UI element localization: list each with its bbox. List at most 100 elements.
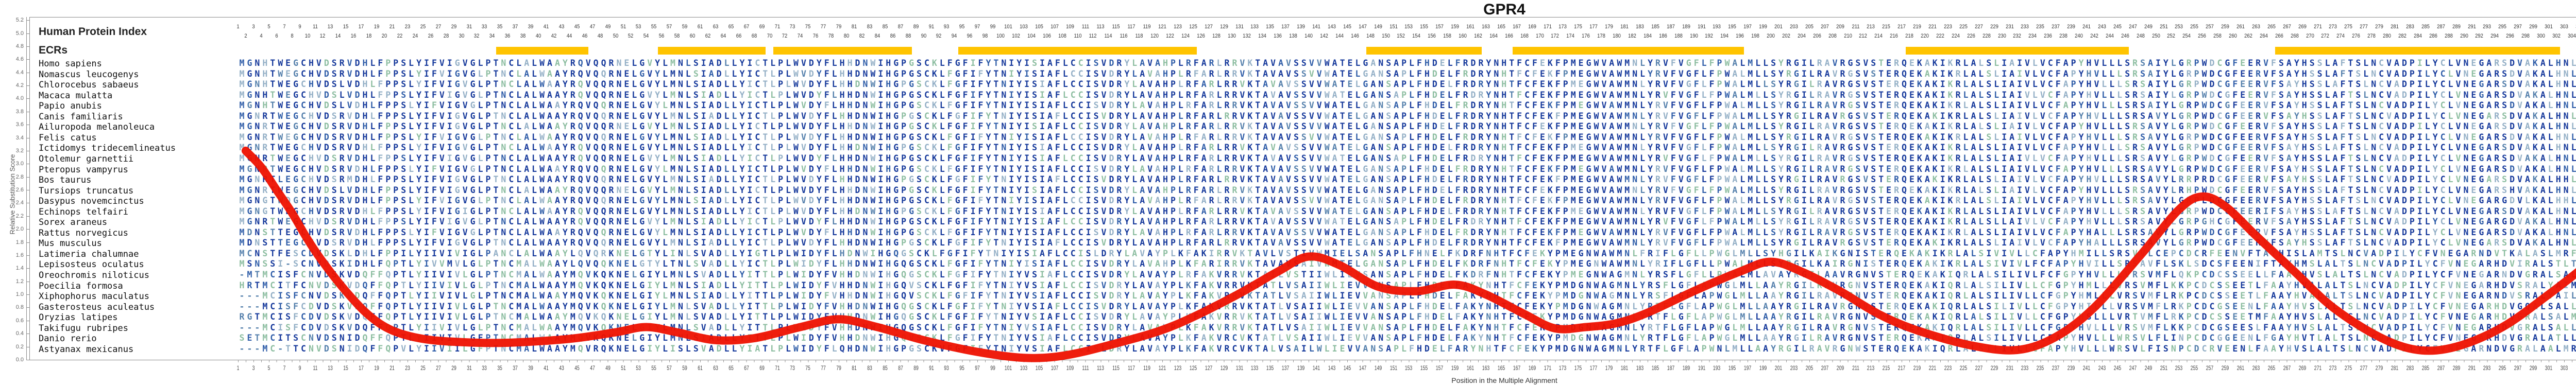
ruler-tick-label: 102	[1012, 33, 1020, 39]
x-tick-label: 281	[2391, 364, 2399, 372]
x-tick-label: 101	[1004, 364, 1012, 372]
x-axis-tick-strip	[238, 360, 2576, 362]
ecr-segment	[657, 47, 766, 55]
x-tick-label: 21	[389, 364, 395, 372]
ruler-tick-label: 173	[1558, 24, 1567, 30]
ruler-tick-label: 237	[2052, 24, 2060, 30]
x-tick-label: 113	[1097, 364, 1105, 372]
ruler-tick-label: 19	[374, 24, 380, 30]
ruler-tick-label: 124	[1181, 33, 1190, 39]
ruler-tick-label: 50	[613, 33, 618, 39]
ruler-tick-label: 263	[2251, 24, 2260, 30]
ruler-tick-label: 290	[2460, 33, 2468, 39]
ruler-tick-label: 44	[566, 33, 572, 39]
ruler-tick-label: 186	[1658, 33, 1667, 39]
ruler-tick-label: 221	[1928, 24, 1937, 30]
ruler-tick-label: 8	[291, 33, 294, 39]
x-tick-label: 209	[1836, 364, 1844, 372]
ruler-tick-label: 65	[728, 24, 734, 30]
x-tick-label: 277	[2360, 364, 2368, 372]
ruler-tick-label: 99	[990, 24, 996, 30]
ruler-tick-label: 244	[2105, 33, 2114, 39]
ruler-tick-label: 161	[1466, 24, 1475, 30]
x-tick-label: 239	[2067, 364, 2075, 372]
x-tick-label: 225	[1959, 364, 1968, 372]
x-tick-label: 129	[1220, 364, 1228, 372]
ruler-tick-label: 226	[1967, 33, 1975, 39]
ruler-tick-label: 252	[2167, 33, 2176, 39]
ruler-tick-label: 28	[443, 33, 449, 39]
x-tick-label: 37	[513, 364, 518, 372]
ruler-tick-label: 174	[1566, 33, 1575, 39]
x-tick-label: 215	[1883, 364, 1890, 372]
x-tick-label: 201	[1774, 364, 1783, 372]
ruler-tick-label: 51	[620, 24, 626, 30]
ruler-tick-label: 109	[1065, 24, 1074, 30]
ruler-tick-label: 59	[682, 24, 688, 30]
ruler-tick-label: 16	[350, 33, 357, 39]
x-tick-label: 287	[2437, 364, 2445, 372]
ruler-tick-label: 112	[1089, 33, 1097, 39]
species-label: Xiphophorus maculatus	[39, 291, 149, 302]
ruler-tick-label: 258	[2213, 33, 2222, 39]
x-tick-label: 83	[867, 364, 872, 372]
ruler-tick-label: 107	[1050, 24, 1059, 30]
ruler-tick-label: 27	[435, 24, 441, 30]
x-tick-label: 23	[405, 364, 410, 372]
ruler-tick-label: 262	[2244, 33, 2252, 39]
ruler-tick-label: 129	[1219, 24, 1228, 30]
ruler-tick-label: 220	[1921, 33, 1929, 39]
ruler-tick-label: 205	[1805, 24, 1814, 30]
y-tick-label: 1.6	[15, 252, 24, 258]
species-label: Astyanax mexicanus	[39, 344, 134, 355]
x-tick-label: 125	[1189, 364, 1197, 372]
x-tick-label: 45	[574, 364, 580, 372]
x-tick-label: 123	[1174, 364, 1182, 372]
x-tick-label: 285	[2421, 364, 2430, 372]
x-tick-label: 249	[2144, 364, 2152, 372]
ruler-tick-label: 36	[504, 33, 511, 39]
x-tick-label: 199	[1759, 364, 1767, 372]
y-tick-label: 3.4	[15, 134, 24, 141]
ruler-tick-label: 132	[1243, 33, 1251, 39]
ruler-tick-label: 239	[2067, 24, 2075, 30]
ruler-tick-label: 232	[2013, 33, 2022, 39]
ruler-tick-label: 98	[982, 33, 988, 39]
ruler-tick-label: 137	[1281, 24, 1290, 30]
x-tick-label: 171	[1544, 364, 1551, 372]
ruler-tick-label: 156	[1428, 33, 1436, 39]
ruler-tick-label: 203	[1789, 24, 1798, 30]
y-tick-mark	[26, 216, 29, 217]
ecr-segment	[958, 47, 1197, 55]
ruler-tick-label: 166	[1504, 33, 1513, 39]
x-tick-label: 103	[1020, 364, 1028, 372]
ruler-tick-label: 81	[851, 24, 857, 30]
species-label: Tursiops truncatus	[39, 185, 134, 196]
y-tick-mark	[26, 33, 29, 34]
ruler-tick-label: 33	[482, 24, 487, 30]
ruler-tick-label: 288	[2444, 33, 2453, 39]
species-label: Ictidomys tridecemlineatus	[39, 143, 176, 154]
ruler-tick-label: 40	[535, 33, 541, 39]
ruler-tick-label: 231	[2005, 24, 2014, 30]
ruler-tick-label: 291	[2467, 24, 2476, 30]
ruler-tick-label: 270	[2306, 33, 2314, 39]
ruler-tick-label: 47	[589, 24, 595, 30]
y-tick-label: 3.2	[15, 147, 24, 154]
x-tick-label: 111	[1081, 364, 1089, 372]
ruler-tick-label: 119	[1143, 24, 1151, 30]
ruler-tick-label: 5	[267, 24, 270, 30]
ruler-tick-label: 259	[2221, 24, 2229, 30]
ruler-tick-label: 34	[489, 33, 495, 39]
x-tick-label: 89	[913, 364, 919, 372]
ruler-tick-label: 303	[2560, 24, 2568, 30]
ruler-tick-label: 138	[1289, 33, 1298, 39]
species-label: Sorex araneus	[39, 217, 108, 228]
